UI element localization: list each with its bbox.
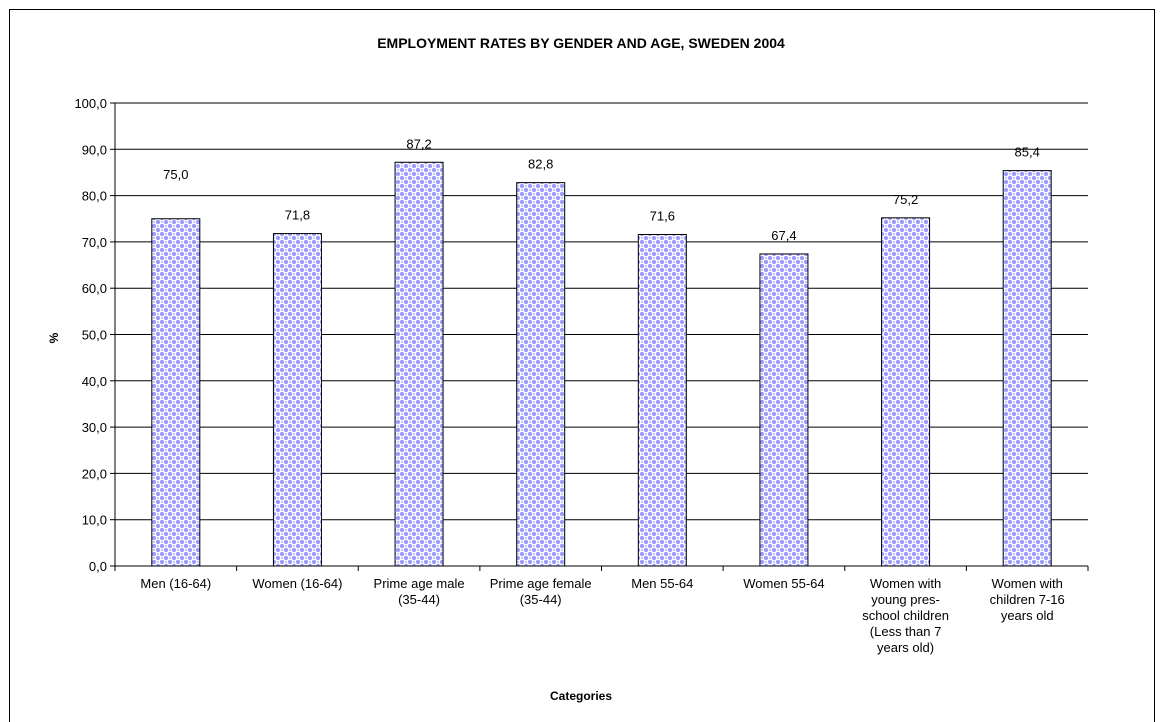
category-label: Women with children 7-16 years old — [990, 576, 1065, 623]
data-label: 82,8 — [528, 157, 553, 172]
bar — [759, 253, 809, 567]
x-axis-title: Categories — [550, 689, 612, 703]
category-label: Women (16-64) — [252, 576, 342, 591]
category-labels: Men (16-64) Women (16-64) Prime age male (3… — [114, 566, 1089, 655]
category-label: Prime age female (35-44) — [490, 576, 592, 607]
bar — [1002, 170, 1052, 567]
bar — [881, 217, 931, 567]
y-tick-label: 10,0 — [82, 513, 107, 528]
category-label: Women 55-64 — [743, 576, 824, 591]
y-tick-label: 60,0 — [82, 281, 107, 296]
gridlines — [115, 102, 1088, 521]
data-label: 71,8 — [285, 208, 310, 223]
data-labels: 75,0 71,8 87,2 82,8 71,6 67,4 75,2 85,4 — [163, 136, 1040, 243]
y-tick-label: 40,0 — [82, 374, 107, 389]
bars — [151, 161, 1052, 567]
y-tick-label: 20,0 — [82, 466, 107, 481]
category-label: Women with young pres-school children (Les… — [862, 576, 949, 655]
bar — [516, 182, 566, 567]
y-tick-label: 50,0 — [82, 328, 107, 343]
y-axis-ticks: 0,0 10,0 20,0 30,0 40,0 50,0 60,0 70,0 80,0 90,0 1… — [74, 96, 115, 574]
bar — [394, 161, 444, 567]
bar — [151, 218, 201, 567]
y-tick-label: 90,0 — [82, 142, 107, 157]
category-label: Prime age male (35-44) — [374, 576, 465, 607]
y-tick-label: 0,0 — [89, 559, 107, 574]
y-tick-label: 30,0 — [82, 420, 107, 435]
bar — [637, 233, 687, 567]
y-tick-label: 80,0 — [82, 189, 107, 204]
y-axis-title: % — [47, 332, 61, 343]
category-label: Men 55-64 — [631, 576, 693, 591]
bar — [272, 233, 322, 567]
y-tick-label: 100,0 — [74, 96, 107, 111]
y-tick-label: 70,0 — [82, 235, 107, 250]
data-label: 75,2 — [893, 192, 918, 207]
data-label: 71,6 — [650, 208, 675, 223]
category-label: Men (16-64) — [140, 576, 211, 591]
data-label: 67,4 — [771, 228, 796, 243]
data-label: 75,0 — [163, 167, 188, 182]
data-label: 87,2 — [406, 136, 431, 151]
data-label: 85,4 — [1015, 145, 1040, 160]
chart-title: EMPLOYMENT RATES BY GENDER AND AGE, SWED… — [377, 35, 785, 51]
